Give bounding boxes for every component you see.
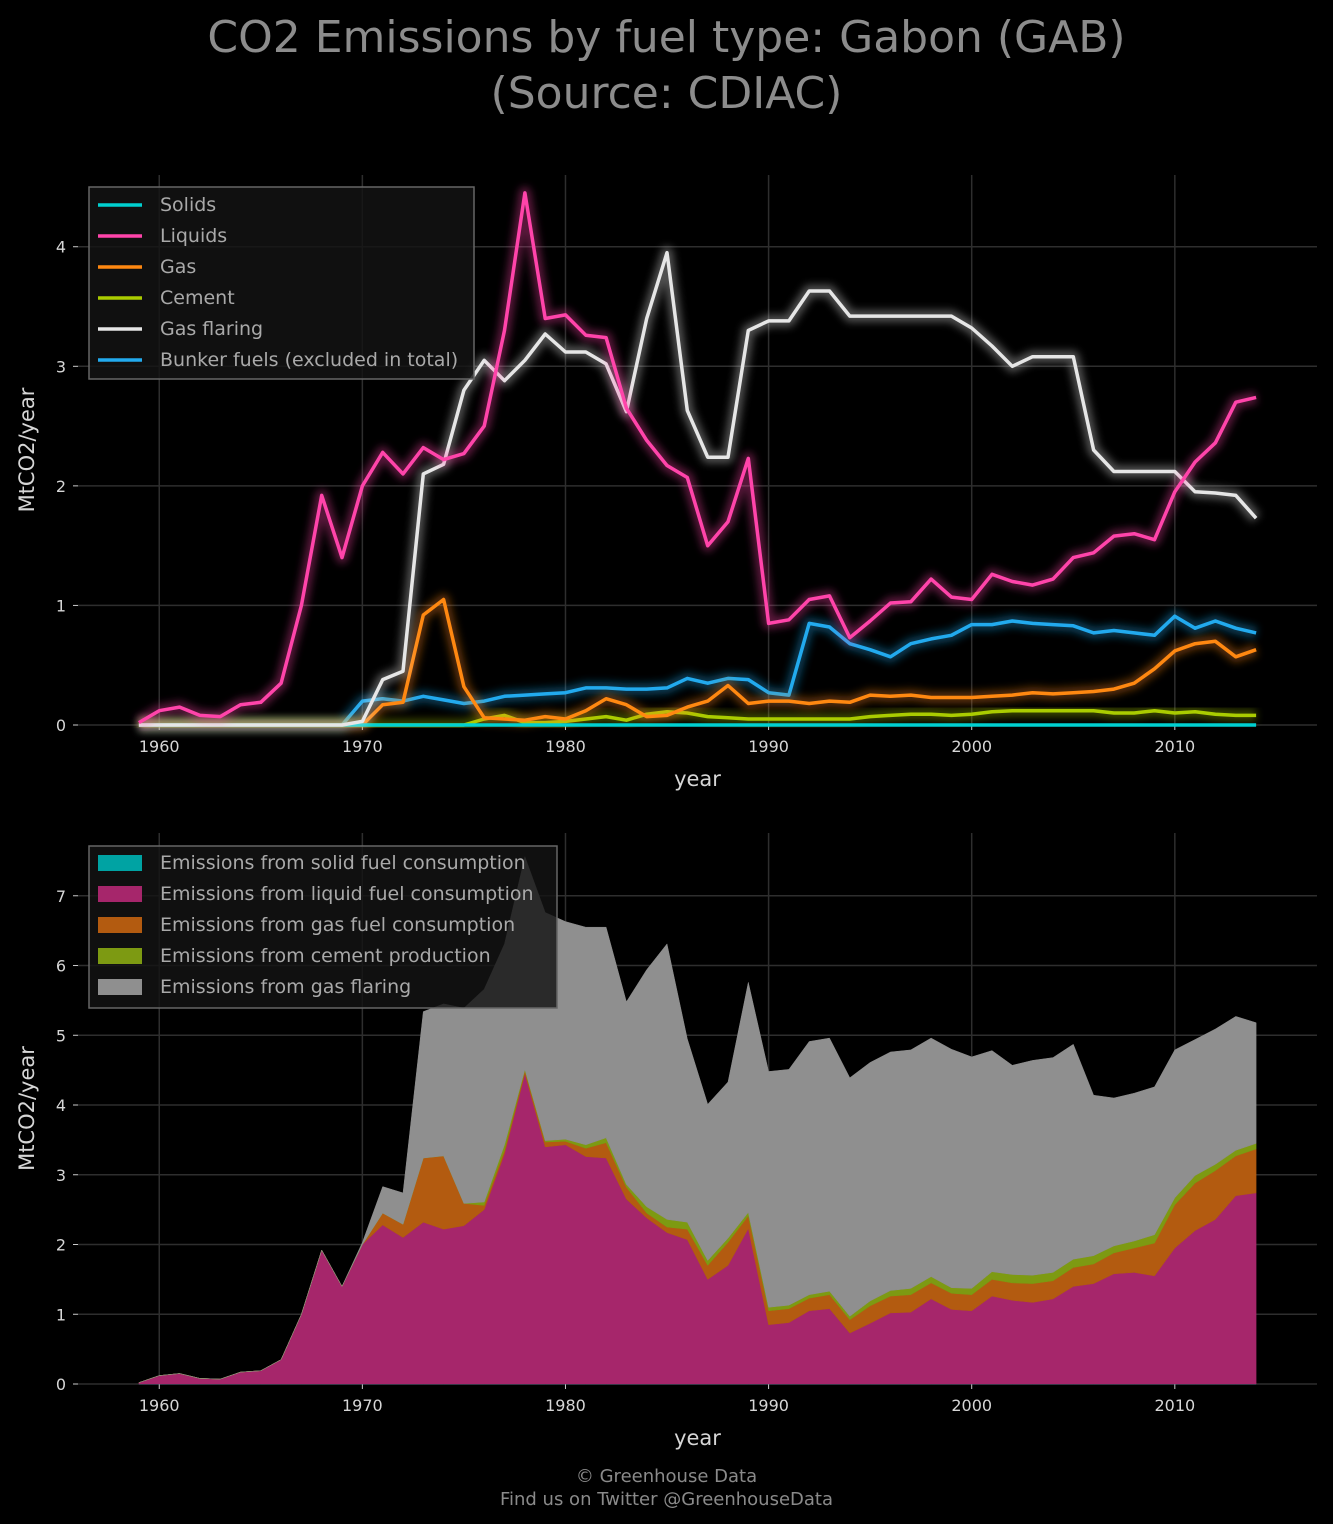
chart-title-line-2: (Source: CDIAC) bbox=[490, 68, 843, 119]
legend-label: Emissions from gas fuel consumption bbox=[160, 914, 515, 936]
area-chart-x-tick-label: 2000 bbox=[951, 1396, 992, 1415]
legend-label: Emissions from liquid fuel consumption bbox=[160, 883, 534, 905]
area-chart-y-tick-label: 6 bbox=[56, 957, 66, 976]
line-chart-y-axis-label: MtCO2/year bbox=[15, 387, 39, 512]
area-chart-y-tick-label: 4 bbox=[56, 1096, 66, 1115]
area-chart-legend: Emissions from solid fuel consumption Emi… bbox=[88, 845, 558, 1009]
area-chart-x-tick-label: 1960 bbox=[139, 1396, 180, 1415]
legend-label: Gas bbox=[160, 256, 196, 278]
line-chart-x-tick-label: 1970 bbox=[342, 737, 383, 756]
line-chart-y-tick-label: 1 bbox=[56, 596, 66, 615]
legend-swatch bbox=[98, 855, 142, 871]
series-liquids-line bbox=[135, 186, 1258, 728]
legend-label: Emissions from gas flaring bbox=[160, 976, 411, 998]
legend-frame bbox=[88, 845, 558, 1009]
series-gas-flaring-line bbox=[138, 246, 1261, 731]
legend-swatch bbox=[98, 917, 142, 933]
legend-frame bbox=[88, 186, 475, 380]
legend-label: Cement bbox=[160, 287, 235, 309]
line-chart-y-tick-label: 0 bbox=[56, 716, 66, 735]
line-chart-y-tick-label: 2 bbox=[56, 477, 66, 496]
line-chart-x-tick-label: 1990 bbox=[748, 737, 789, 756]
legend-swatch bbox=[98, 886, 142, 902]
area-chart-x-tick-label: 1990 bbox=[748, 1396, 789, 1415]
line-chart-y-tick-label: 4 bbox=[56, 238, 66, 257]
area-chart-y-tick-label: 7 bbox=[56, 887, 66, 906]
area-chart-y-axis-label: MtCO2/year bbox=[15, 1046, 39, 1171]
line-chart-y-tick-label: 3 bbox=[56, 357, 66, 376]
line-chart-x-axis-label: year bbox=[674, 767, 721, 791]
legend-label: Emissions from solid fuel consumption bbox=[160, 852, 526, 874]
area-chart-y-tick-label: 2 bbox=[56, 1236, 66, 1255]
line-chart-legend: Solids Liquids Gas Cement Gas flaring Bunker … bbox=[88, 186, 475, 380]
area-chart-y-tick-label: 1 bbox=[56, 1305, 66, 1324]
copyright-text: © Greenhouse Data bbox=[575, 1466, 758, 1487]
chart-title-line-1: CO2 Emissions by fuel type: Gabon (GAB) bbox=[207, 12, 1126, 63]
area-chart-y-tick-label: 3 bbox=[56, 1166, 66, 1185]
legend-label: Gas flaring bbox=[160, 318, 263, 340]
area-chart-x-tick-label: 1970 bbox=[342, 1396, 383, 1415]
legend-swatch bbox=[98, 948, 142, 964]
legend-label: Liquids bbox=[160, 225, 227, 247]
line-chart-x-tick-label: 1960 bbox=[139, 737, 180, 756]
area-chart-x-tick-label: 1980 bbox=[545, 1396, 586, 1415]
series-line bbox=[138, 250, 1258, 727]
area-chart-y-tick-label: 5 bbox=[56, 1026, 66, 1045]
line-chart-x-tick-label: 2000 bbox=[951, 737, 992, 756]
credits-footer: © Greenhouse Data Find us on Twitter @Gr… bbox=[0, 1465, 1333, 1511]
area-chart-x-tick-label: 2010 bbox=[1154, 1396, 1195, 1415]
area-chart-y-tick-label: 0 bbox=[56, 1375, 66, 1394]
series-line bbox=[138, 191, 1257, 725]
area-chart-x-axis-label: year bbox=[674, 1426, 721, 1450]
twitter-text: Find us on Twitter @GreenhouseData bbox=[499, 1489, 834, 1510]
legend-label: Solids bbox=[160, 194, 216, 216]
line-chart-x-tick-label: 1980 bbox=[545, 737, 586, 756]
chart-title: CO2 Emissions by fuel type: Gabon (GAB) … bbox=[0, 10, 1333, 122]
legend-label: Bunker fuels (excluded in total) bbox=[160, 349, 458, 371]
line-chart-x-tick-label: 2010 bbox=[1154, 737, 1195, 756]
legend-label: Emissions from cement production bbox=[160, 945, 491, 967]
legend-swatch bbox=[98, 979, 142, 995]
